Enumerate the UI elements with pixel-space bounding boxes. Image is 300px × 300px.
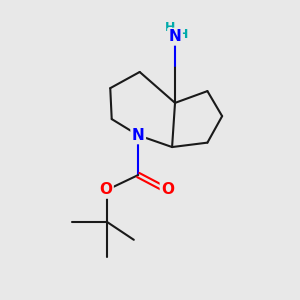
Text: H: H [164,21,175,34]
Text: O: O [99,182,112,197]
Text: N: N [132,128,145,143]
Text: O: O [161,182,174,197]
Text: H: H [178,28,188,41]
Text: N: N [169,29,182,44]
